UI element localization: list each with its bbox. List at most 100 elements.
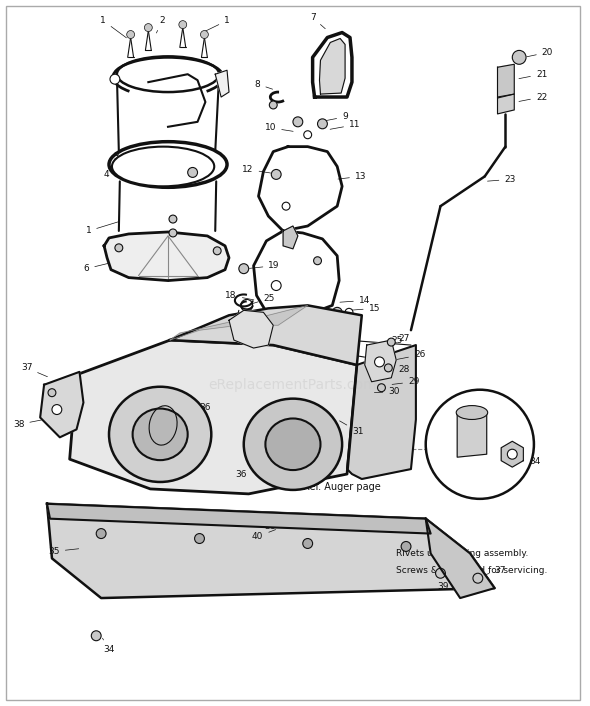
- Polygon shape: [497, 94, 514, 114]
- Text: 13: 13: [338, 172, 366, 181]
- Ellipse shape: [456, 405, 488, 419]
- Circle shape: [188, 167, 198, 177]
- Circle shape: [282, 202, 290, 210]
- Polygon shape: [47, 504, 494, 598]
- Text: 21: 21: [519, 70, 548, 78]
- Text: 37: 37: [21, 364, 47, 377]
- Polygon shape: [104, 232, 229, 280]
- Text: 19: 19: [250, 261, 280, 270]
- Text: 35: 35: [48, 547, 78, 556]
- Text: 7: 7: [310, 13, 325, 29]
- Circle shape: [179, 20, 186, 28]
- Text: 33: 33: [107, 509, 137, 518]
- Text: 25: 25: [250, 294, 275, 304]
- Circle shape: [195, 534, 204, 544]
- Text: 30: 30: [375, 387, 400, 396]
- Ellipse shape: [133, 409, 188, 460]
- Polygon shape: [47, 504, 431, 534]
- Polygon shape: [501, 441, 523, 467]
- Circle shape: [96, 529, 106, 539]
- Text: 14: 14: [340, 296, 370, 305]
- Circle shape: [304, 131, 312, 138]
- Circle shape: [332, 307, 342, 317]
- Text: 38: 38: [13, 420, 41, 429]
- Circle shape: [145, 23, 152, 32]
- Circle shape: [507, 449, 517, 459]
- Text: 36: 36: [235, 468, 256, 479]
- Text: 40: 40: [252, 530, 276, 541]
- Circle shape: [169, 215, 177, 223]
- Circle shape: [213, 247, 221, 255]
- Text: 11: 11: [330, 120, 360, 129]
- Text: 36: 36: [191, 403, 211, 414]
- Polygon shape: [229, 311, 273, 348]
- Circle shape: [269, 101, 277, 109]
- Polygon shape: [283, 226, 298, 249]
- Text: eReplacementParts.com: eReplacementParts.com: [209, 378, 377, 392]
- Circle shape: [473, 573, 483, 583]
- Text: 22: 22: [519, 92, 547, 102]
- Text: 31: 31: [340, 421, 363, 436]
- Circle shape: [110, 74, 120, 84]
- Polygon shape: [170, 306, 362, 365]
- Polygon shape: [426, 519, 494, 598]
- Polygon shape: [497, 64, 514, 97]
- Text: 10: 10: [265, 124, 293, 132]
- Circle shape: [375, 357, 385, 367]
- Text: 4: 4: [103, 170, 128, 179]
- Circle shape: [169, 229, 177, 237]
- Circle shape: [388, 338, 395, 346]
- Circle shape: [314, 257, 322, 265]
- Text: 1: 1: [205, 16, 230, 31]
- Text: 37: 37: [483, 566, 506, 575]
- Circle shape: [115, 244, 123, 252]
- Circle shape: [512, 50, 526, 64]
- Circle shape: [378, 384, 385, 392]
- Text: 9: 9: [322, 112, 348, 121]
- Polygon shape: [70, 340, 357, 494]
- Text: 26: 26: [397, 350, 425, 359]
- Polygon shape: [170, 306, 308, 340]
- Polygon shape: [347, 345, 416, 479]
- Text: 25: 25: [379, 335, 402, 347]
- Polygon shape: [254, 231, 339, 321]
- Polygon shape: [313, 32, 352, 97]
- Circle shape: [52, 405, 62, 414]
- Text: 36: 36: [265, 520, 286, 531]
- Text: 40: 40: [137, 448, 162, 459]
- Text: 16: 16: [268, 318, 297, 327]
- Text: 39: 39: [438, 574, 449, 591]
- Circle shape: [385, 364, 392, 372]
- Text: 20: 20: [527, 48, 553, 57]
- Text: Ref. Auger page: Ref. Auger page: [303, 482, 381, 492]
- Polygon shape: [215, 70, 229, 97]
- Polygon shape: [365, 340, 396, 382]
- Ellipse shape: [266, 419, 320, 470]
- Ellipse shape: [109, 142, 227, 187]
- Circle shape: [293, 117, 303, 127]
- Text: Screws & nuts used for servicing.: Screws & nuts used for servicing.: [396, 566, 548, 575]
- Ellipse shape: [109, 387, 211, 482]
- Text: Rivets used during assembly.: Rivets used during assembly.: [396, 549, 529, 558]
- Text: 29: 29: [392, 377, 419, 386]
- Circle shape: [271, 280, 281, 290]
- Text: 28: 28: [382, 366, 409, 374]
- Circle shape: [317, 119, 327, 128]
- Text: 8: 8: [255, 80, 273, 89]
- Circle shape: [401, 542, 411, 551]
- Text: 15: 15: [352, 304, 380, 313]
- Circle shape: [201, 30, 208, 39]
- Circle shape: [435, 568, 445, 578]
- Text: 1: 1: [100, 16, 126, 38]
- Polygon shape: [40, 372, 83, 437]
- Polygon shape: [258, 147, 342, 231]
- Ellipse shape: [112, 147, 214, 186]
- Circle shape: [303, 539, 313, 549]
- Text: 27: 27: [384, 334, 409, 345]
- Polygon shape: [320, 39, 345, 94]
- Text: 32: 32: [476, 400, 504, 414]
- Circle shape: [426, 390, 534, 499]
- Text: 3: 3: [113, 152, 143, 161]
- Circle shape: [345, 309, 353, 316]
- Text: 2: 2: [156, 16, 165, 33]
